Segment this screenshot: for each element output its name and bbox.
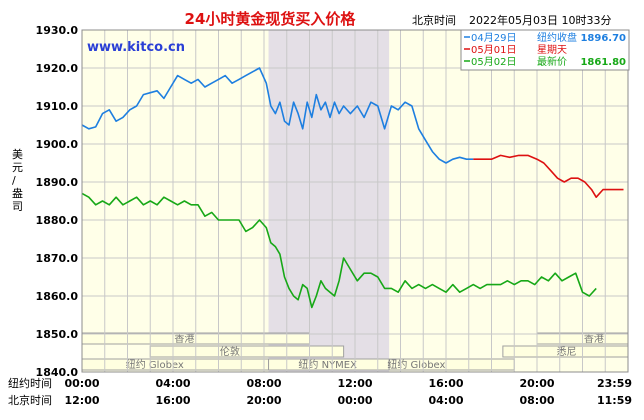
x-tick-label: 08:00 <box>519 394 554 407</box>
y-tick-label: 1900.0 <box>36 138 79 151</box>
y-tick-label: 1850.0 <box>36 328 79 341</box>
x-tick-label: 11:59 <box>597 394 632 407</box>
y-tick-label: 1880.0 <box>36 214 79 227</box>
session-bar-label: 纽约 Globex <box>126 358 184 371</box>
x-axis-row-label: 北京时间 <box>8 393 52 407</box>
series-line <box>81 192 597 309</box>
x-tick-label: 08:00 <box>246 377 281 390</box>
session-bar <box>149 345 345 358</box>
nymex-highlight-band <box>268 30 390 372</box>
x-tick-label: 04:00 <box>155 377 190 390</box>
series-line <box>473 154 624 198</box>
y-tick-labels: 1930.0 1920.0 1910.0 1900.0 1890.0 1880.0 1870… <box>36 24 79 379</box>
legend-date: 04月29日 <box>471 32 516 44</box>
session-bar-label: 伦敦 <box>220 345 240 358</box>
y-tick-label: 1870.0 <box>36 252 79 265</box>
y-tick-label: 1930.0 <box>36 24 79 37</box>
x-tick-label: 12:00 <box>337 377 372 390</box>
x-tick-label: 23:59 <box>597 377 632 390</box>
x-tick-label: 00:00 <box>64 377 99 390</box>
kitco-watermark: www.kitco.cn <box>87 40 185 55</box>
legend-label: 最新价 <box>537 55 567 68</box>
x-tick-label: 04:00 <box>428 394 463 407</box>
timestamp-value: 2022年05月03日 10时33分 <box>469 13 611 27</box>
x-tick-label: 12:00 <box>64 394 99 407</box>
legend-date: 05月02日 <box>471 56 516 68</box>
x-tick-label: 20:00 <box>246 394 281 407</box>
session-bar-label: 纽约 NYMEX <box>298 358 357 371</box>
legend-box <box>460 29 630 71</box>
session-bar-label: 香港 <box>174 333 194 345</box>
session-bar-label: 纽约 Globex <box>387 358 445 371</box>
legend: 04月29日 纽约收盘 1896.70 05月01日 星期天 05月02日 最新价 1861.… <box>460 29 630 71</box>
chart-title: 24小时黄金现货买入价格 <box>185 10 357 28</box>
y-axis-label: 美元/盎司 <box>12 148 23 213</box>
legend-value: 1896.70 <box>580 33 626 44</box>
y-tick-label: 1840.0 <box>36 366 79 379</box>
x-tick-label: 00:00 <box>337 394 372 407</box>
x-tick-label: 20:00 <box>519 377 554 390</box>
legend-label: 纽约收盘 <box>537 31 577 44</box>
x-axis-rows: 纽约时间 00:00 04:00 08:00 12:00 16:00 20:00 23:59 北… <box>8 376 632 407</box>
series-lines <box>81 67 624 309</box>
timestamp-label: 北京时间 <box>412 13 456 27</box>
x-tick-label: 16:00 <box>155 394 190 407</box>
session-bar-label: 香港 <box>584 333 604 345</box>
legend-value: 1861.80 <box>580 57 626 68</box>
y-tick-label: 1920.0 <box>36 62 79 75</box>
plot-frame <box>81 29 629 373</box>
series-line <box>81 67 474 164</box>
legend-date: 05月01日 <box>471 44 516 56</box>
session-bar-label: 悉尼 <box>557 346 577 358</box>
y-tick-label: 1890.0 <box>36 176 79 189</box>
x-tick-label: 16:00 <box>428 377 463 390</box>
legend-label: 星期天 <box>537 44 567 56</box>
y-tick-label: 1860.0 <box>36 290 79 303</box>
x-axis-row-label: 纽约时间 <box>8 376 52 390</box>
y-tick-label: 1910.0 <box>36 100 79 113</box>
